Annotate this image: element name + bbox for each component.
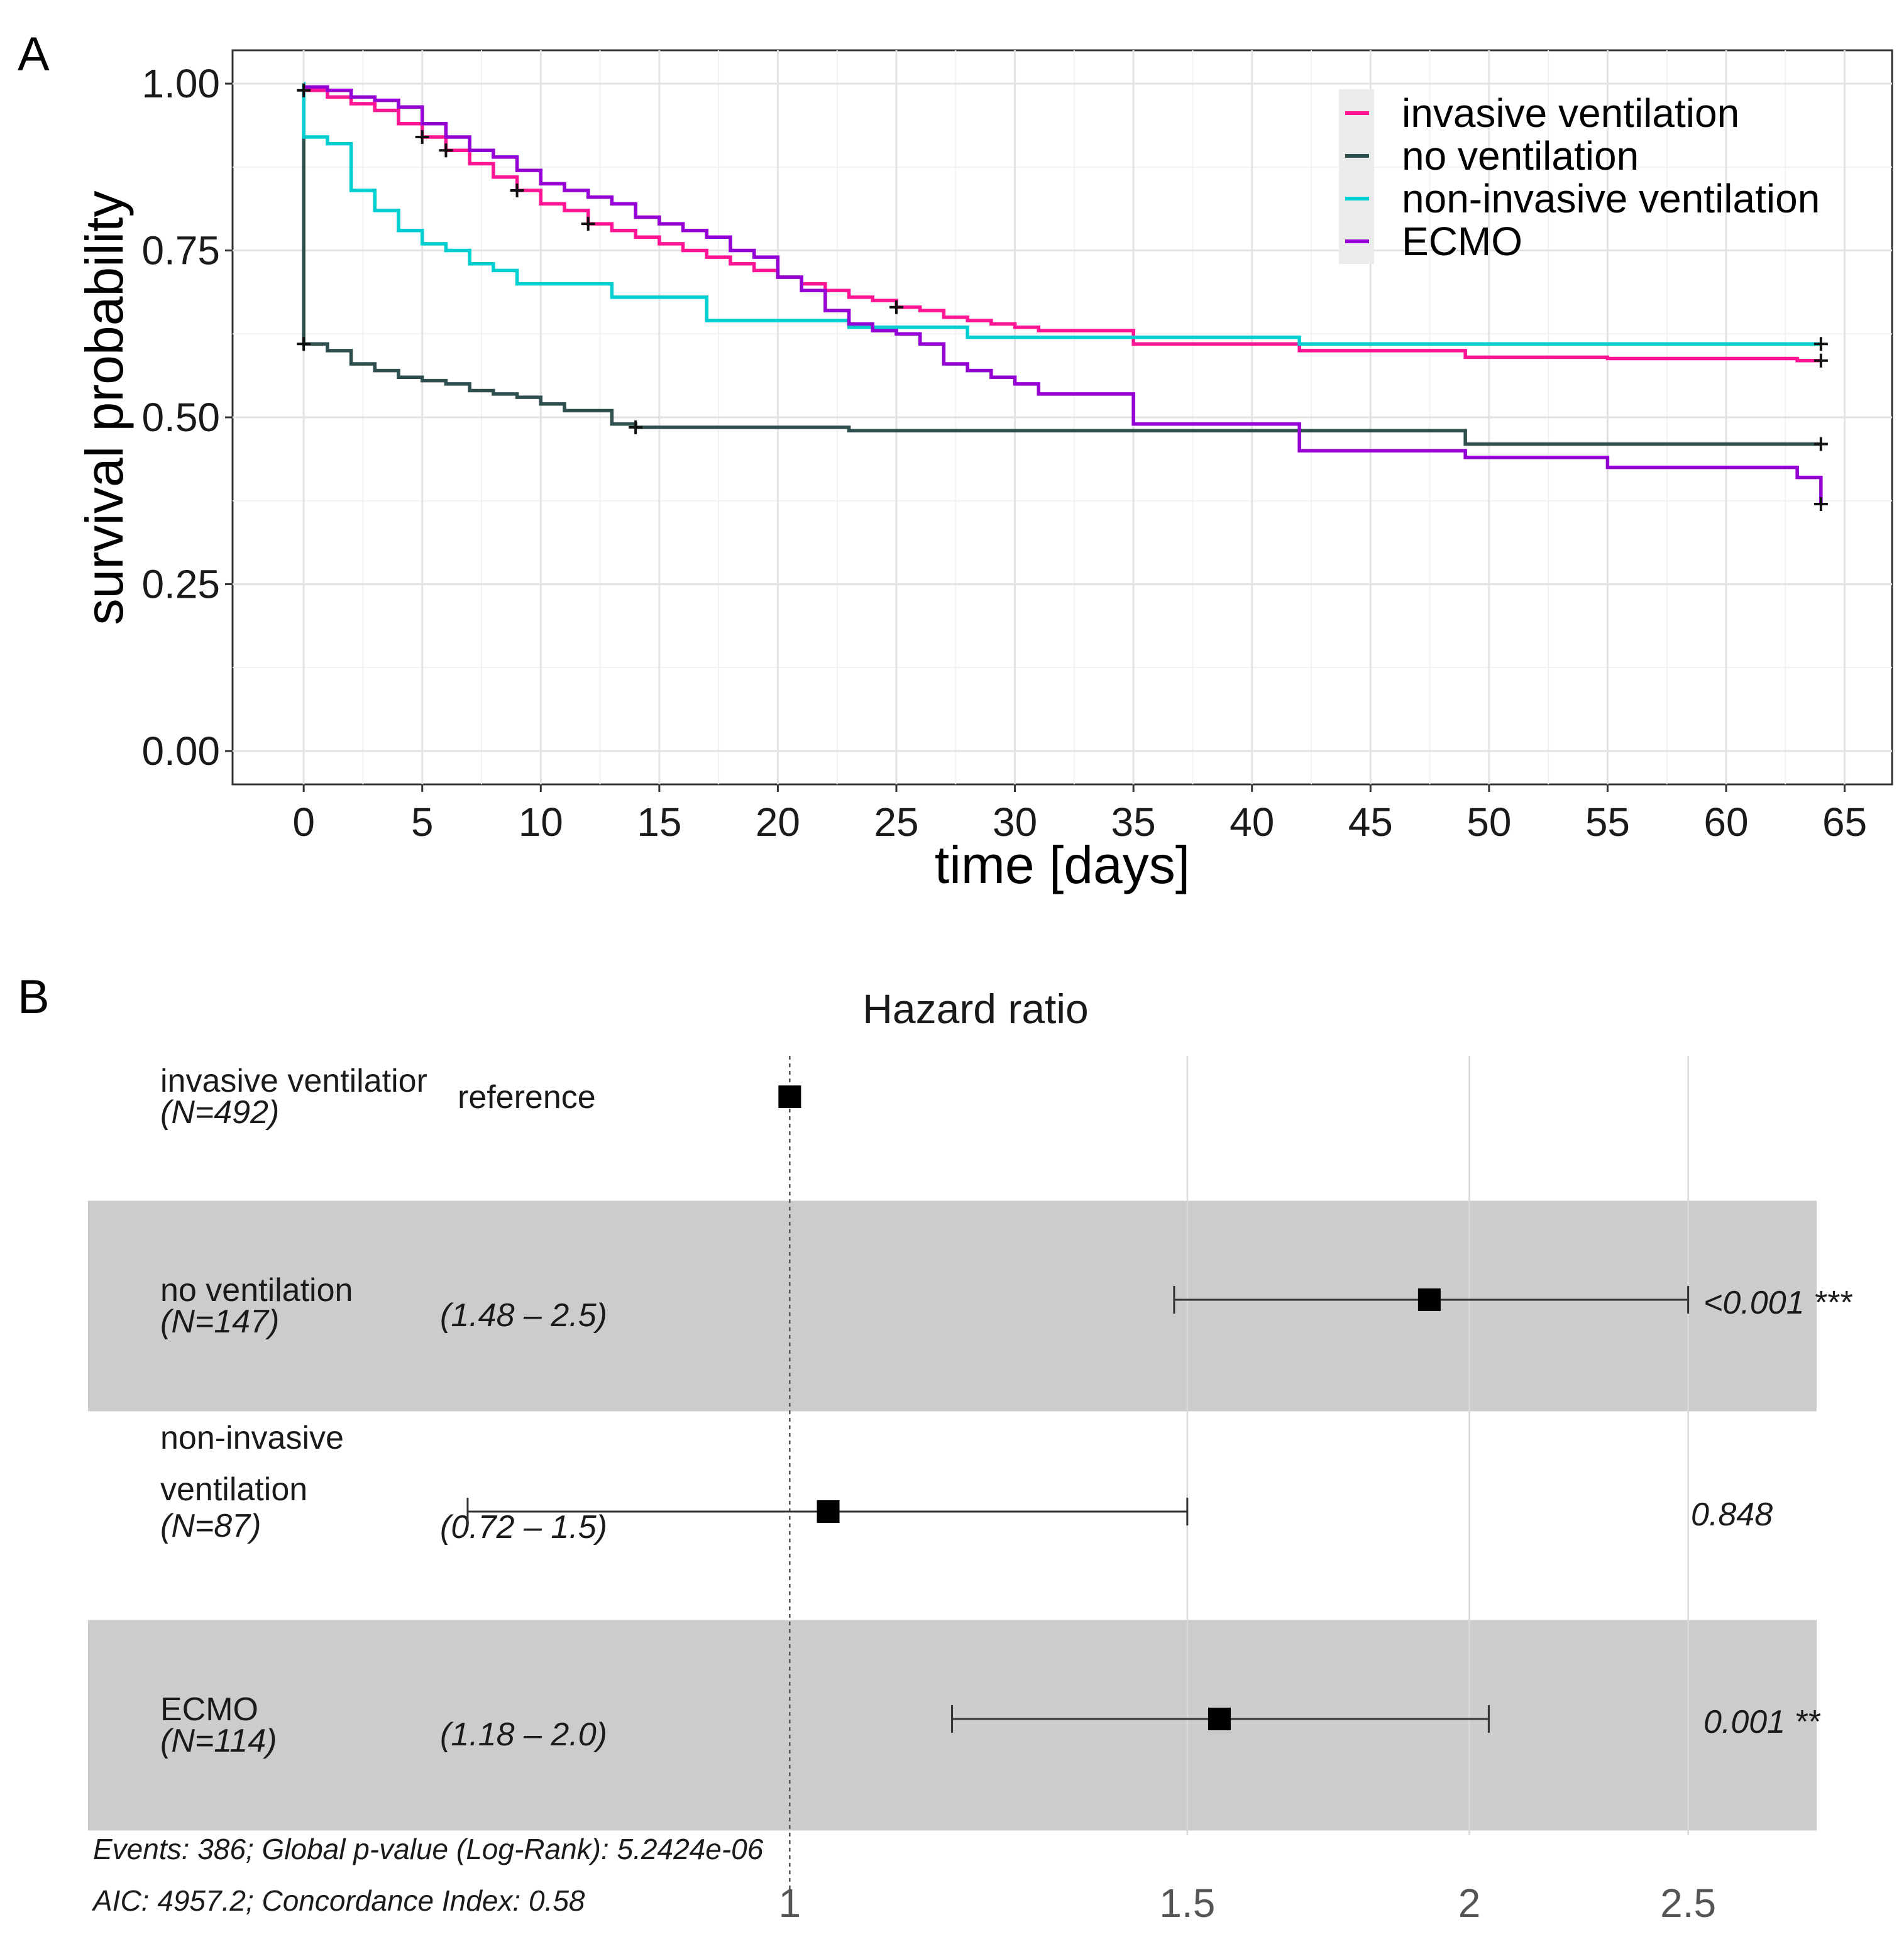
km-censor-mark <box>629 420 643 434</box>
panel-a-label: A <box>18 28 50 81</box>
forest-x-tick-label: 2.5 <box>1660 1880 1716 1926</box>
km-x-axis-title: time [days] <box>935 835 1190 894</box>
forest-point-estimate <box>817 1500 840 1523</box>
km-x-tick-label: 25 <box>874 799 918 845</box>
km-x-tick-label: 45 <box>1348 799 1393 845</box>
km-x-tick-label: 50 <box>1467 799 1511 845</box>
forest-title: Hazard ratio <box>862 985 1089 1032</box>
legend-entry-label: invasive ventilation <box>1402 91 1739 136</box>
km-x-tick-label: 30 <box>993 799 1037 845</box>
km-x-tick-label: 10 <box>519 799 563 845</box>
forest-x-tick-label: 2 <box>1458 1880 1481 1926</box>
legend-entry-label: non-invasive ventilation <box>1402 176 1820 221</box>
legend-entry-label: ECMO <box>1402 219 1522 264</box>
km-censor-mark <box>297 337 311 351</box>
km-y-tick-label: 0.25 <box>141 561 220 607</box>
legend-entry-label: no ventilation <box>1402 133 1639 178</box>
forest-footnote-aic: AIC: 4957.2; Concordance Index: 0.58 <box>91 1884 585 1917</box>
forest-x-tick-label: 1 <box>779 1880 801 1926</box>
forest-row: invasive ventilatior(N=492) reference <box>160 1063 801 1131</box>
km-y-tick-label: 1.00 <box>141 61 220 106</box>
km-censor-mark <box>1813 437 1828 451</box>
km-y-ticks: 0.00 0.25 0.50 0.75 1.00 <box>141 61 233 774</box>
forest-row-band <box>88 1200 1817 1412</box>
forest-row: no ventilation(N=147) (1.48 – 2.5) <0.001 … <box>160 1272 1852 1340</box>
forest-row-n: (N=492) <box>160 1094 279 1131</box>
km-x-tick-label: 55 <box>1585 799 1630 845</box>
km-y-tick-label: 0.50 <box>141 395 220 440</box>
km-x-ticks: 0 5 10 15 20 25 30 35 40 45 50 55 60 65 <box>292 784 1867 845</box>
km-censor-mark <box>415 130 429 145</box>
km-censor-mark <box>889 300 903 314</box>
km-censor-mark <box>1813 337 1828 351</box>
legend-key-background <box>1339 89 1374 264</box>
forest-row-name: non-invasive <box>160 1420 344 1456</box>
km-censor-mark <box>510 183 524 197</box>
forest-point-estimate <box>778 1085 801 1108</box>
forest-row-ci: (1.18 – 2.0) <box>440 1716 607 1753</box>
forest-footnote-events: Events: 386; Global p-value (Log-Rank): … <box>93 1833 764 1865</box>
forest-point-estimate <box>1417 1288 1441 1311</box>
forest-row: ECMO(N=114) (1.18 – 2.0) 0.001 ** <box>160 1691 1821 1759</box>
km-y-tick-label: 0.00 <box>141 728 220 774</box>
forest-row-n: (N=87) <box>160 1508 261 1544</box>
forest-row-ci: (1.48 – 2.5) <box>440 1297 607 1334</box>
km-x-tick-label: 5 <box>411 799 434 845</box>
forest-row-n: (N=147) <box>160 1304 279 1340</box>
forest-x-tick-label: 1.5 <box>1159 1880 1215 1926</box>
forest-row-p-value: 0.001 ** <box>1703 1704 1821 1740</box>
km-plot: 0 5 10 15 20 25 30 35 40 45 50 55 60 65 0.000.250.500… <box>75 49 1893 894</box>
km-censor-mark <box>581 217 595 231</box>
km-censor-mark <box>439 143 453 158</box>
forest-point-estimate <box>1208 1708 1231 1730</box>
forest-x-ticks: 1 1.5 2 2.5 <box>779 1880 1717 1926</box>
forest-row-name: no ventilation <box>160 1272 353 1309</box>
forest-row-ci: (0.72 – 1.5) <box>440 1509 607 1545</box>
forest-row-n: (N=114) <box>160 1723 277 1759</box>
forest-row-name: invasive ventilatior <box>160 1063 427 1099</box>
forest-rows: invasive ventilatior(N=492) reference no v… <box>160 1063 1852 1759</box>
km-x-tick-label: 35 <box>1111 799 1156 845</box>
km-curve-ecmo <box>304 85 1823 505</box>
km-gridlines <box>233 50 1892 784</box>
forest-row-name: ECMO <box>160 1691 258 1728</box>
forest-row-name: ventilation <box>160 1471 307 1508</box>
forest-row: non-invasive ventilation(N=87) (0.72 – 1.5… <box>160 1420 1773 1545</box>
km-x-tick-label: 0 <box>292 799 315 845</box>
forest-plot: Hazard ratio invasive ventilatior(N=492)… <box>88 985 1852 1926</box>
panel-b-label: B <box>18 970 50 1024</box>
km-curve-non-invasive-ventilation <box>302 82 1821 346</box>
km-censor-mark <box>1813 497 1828 512</box>
km-censor-marks <box>297 83 1828 512</box>
forest-row-p-value: 0.848 <box>1691 1496 1773 1533</box>
km-x-tick-label: 15 <box>637 799 681 845</box>
forest-row-p-value: <0.001 *** <box>1703 1285 1852 1321</box>
km-censor-mark <box>297 83 311 97</box>
km-x-tick-label: 20 <box>756 799 800 845</box>
km-x-tick-label: 40 <box>1230 799 1274 845</box>
km-x-tick-label: 60 <box>1703 799 1748 845</box>
km-y-axis-title: survival probability <box>75 191 134 625</box>
km-censor-mark <box>1813 353 1828 368</box>
forest-row-ci: reference <box>458 1079 596 1116</box>
forest-gridlines <box>789 1056 1689 1911</box>
km-y-tick-label: 0.75 <box>141 228 220 273</box>
km-x-tick-label: 65 <box>1822 799 1867 845</box>
